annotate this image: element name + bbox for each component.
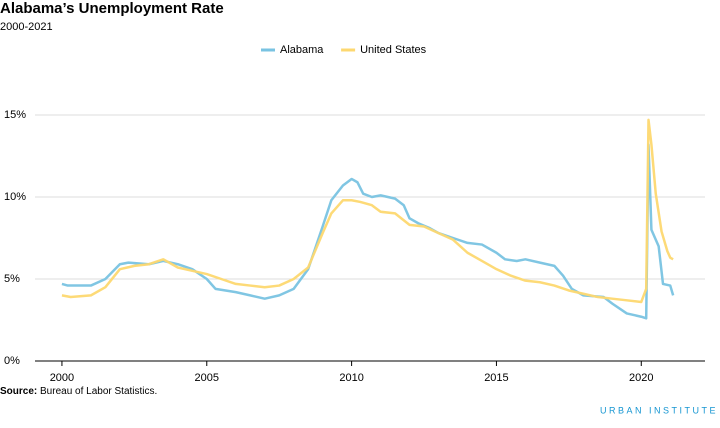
chart-title: Alabama’s Unemployment Rate: [0, 0, 224, 17]
x-tick-label: 2015: [484, 372, 508, 384]
y-tick-label: 5%: [4, 273, 20, 285]
y-tick-label: 15%: [4, 109, 26, 121]
legend-label: Alabama: [280, 44, 324, 56]
x-tick-label: 2010: [339, 372, 363, 384]
x-tick-label: 2020: [629, 372, 653, 384]
series-line: [61, 118, 674, 304]
source-text: Bureau of Labor Statistics.: [40, 386, 157, 397]
legend-label: United States: [360, 44, 427, 56]
y-tick-label: 10%: [4, 191, 26, 203]
x-tick-label: 2000: [50, 372, 74, 384]
chart-subtitle: 2000-2021: [0, 21, 53, 33]
brand: URBAN INSTITUTE: [600, 405, 718, 415]
source-note: Source: Bureau of Labor Statistics.: [0, 386, 157, 397]
x-tick-label: 2005: [195, 372, 219, 384]
source-label: Source:: [0, 386, 37, 397]
series-line: [61, 143, 675, 320]
y-tick-label: 0%: [4, 355, 20, 367]
